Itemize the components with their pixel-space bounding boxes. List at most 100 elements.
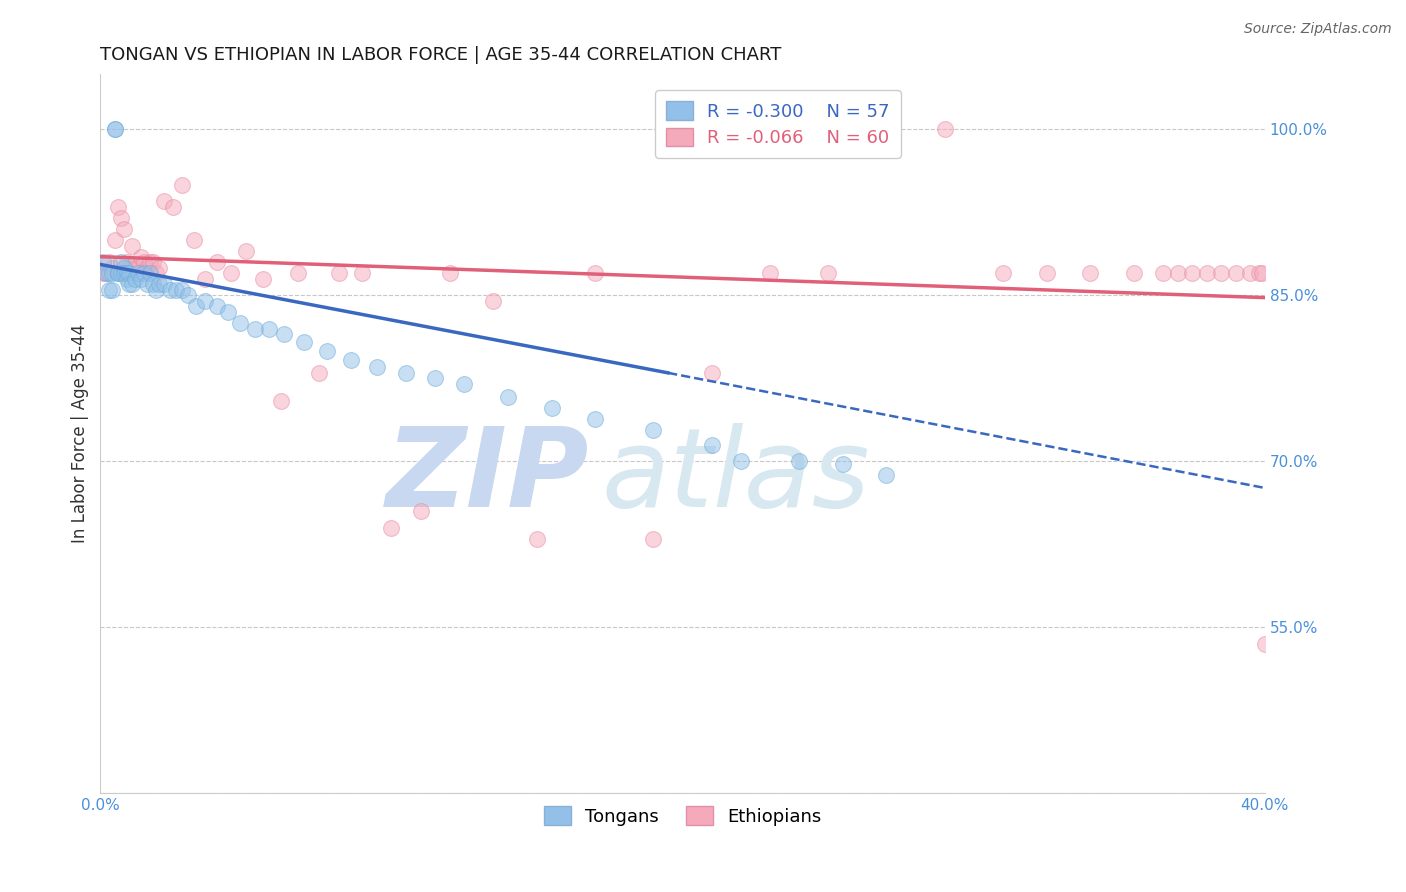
Point [540,401,562,416]
Point [287,266,309,280]
Point [526,532,548,546]
Point [145,266,167,280]
Point [110,255,132,269]
Point [194,293,217,308]
Point [583,266,606,280]
Point [129,250,152,264]
Point [235,244,257,259]
Point [124,272,146,286]
Point [1035,266,1057,280]
Point [316,343,339,358]
Point [787,454,810,468]
Point [496,390,519,404]
Point [205,300,228,314]
Point [339,352,361,367]
Point [101,266,124,280]
Point [380,521,402,535]
Point [91,255,114,269]
Point [124,260,146,275]
Point [98,255,121,269]
Point [1251,266,1274,280]
Point [817,266,839,280]
Point [96,266,118,280]
Point [273,327,295,342]
Point [1211,266,1233,280]
Point [217,305,239,319]
Point [243,321,266,335]
Point [107,266,129,280]
Point [366,360,388,375]
Point [110,266,132,280]
Point [423,371,446,385]
Point [875,122,897,136]
Point [1078,266,1101,280]
Point [101,283,124,297]
Y-axis label: In Labor Force | Age 35-44: In Labor Force | Age 35-44 [72,324,89,543]
Point [115,266,138,280]
Point [395,366,418,380]
Point [194,272,217,286]
Point [153,277,176,292]
Point [759,266,782,280]
Point [139,255,162,269]
Point [132,255,155,269]
Text: ZIP: ZIP [387,424,589,531]
Point [643,532,665,546]
Point [308,366,330,380]
Point [170,178,193,192]
Point [270,393,292,408]
Point [482,293,505,308]
Point [127,266,149,280]
Point [165,283,187,297]
Point [453,376,475,391]
Point [1247,266,1270,280]
Point [257,321,280,335]
Point [186,300,208,314]
Point [934,122,956,136]
Point [139,266,162,280]
Point [292,334,315,349]
Point [104,122,127,136]
Point [1225,266,1247,280]
Point [148,277,170,292]
Point [98,266,121,280]
Point [127,260,149,275]
Point [115,272,138,286]
Point [136,260,159,275]
Point [1239,266,1261,280]
Point [159,283,181,297]
Point [252,272,274,286]
Point [991,266,1014,280]
Point [643,424,665,438]
Point [104,122,127,136]
Point [148,260,170,275]
Legend: Tongans, Ethiopians: Tongans, Ethiopians [534,797,831,835]
Point [229,316,252,330]
Point [107,200,129,214]
Text: Source: ZipAtlas.com: Source: ZipAtlas.com [1244,22,1392,37]
Point [730,454,752,468]
Point [118,260,141,275]
Point [183,233,205,247]
Point [1254,637,1277,651]
Point [110,211,132,225]
Point [328,266,350,280]
Point [145,283,167,297]
Point [107,266,129,280]
Point [115,255,138,269]
Point [1181,266,1204,280]
Point [112,266,135,280]
Point [118,277,141,292]
Point [1122,266,1144,280]
Point [1167,266,1189,280]
Point [121,238,143,252]
Point [142,277,165,292]
Point [112,222,135,236]
Point [1195,266,1218,280]
Point [1152,266,1174,280]
Point [91,266,114,280]
Point [352,266,374,280]
Point [176,288,198,302]
Point [205,255,228,269]
Point [118,266,141,280]
